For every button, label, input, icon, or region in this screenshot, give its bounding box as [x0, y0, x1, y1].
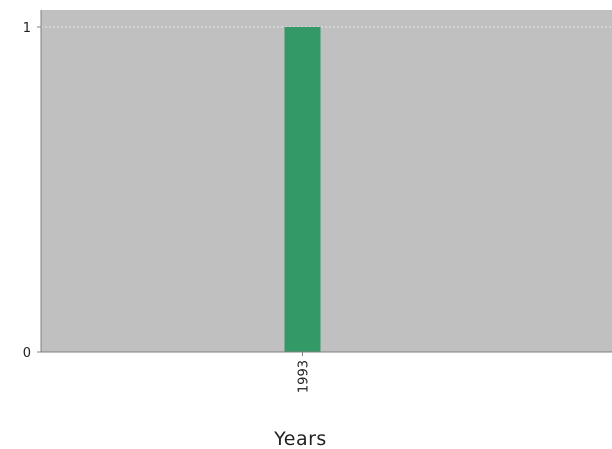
axes — [37, 10, 612, 356]
x-tick-label: 1993 — [297, 360, 312, 393]
y-tick-label: 1 — [23, 21, 31, 36]
y-tick-labels: 01 — [23, 21, 31, 361]
bars — [284, 27, 321, 352]
x-tick-labels: 1993 — [297, 360, 312, 393]
y-tick-label: 0 — [23, 346, 31, 361]
bar-1993 — [284, 27, 321, 352]
plot-area — [41, 10, 612, 352]
x-axis-title: Years — [273, 428, 327, 449]
